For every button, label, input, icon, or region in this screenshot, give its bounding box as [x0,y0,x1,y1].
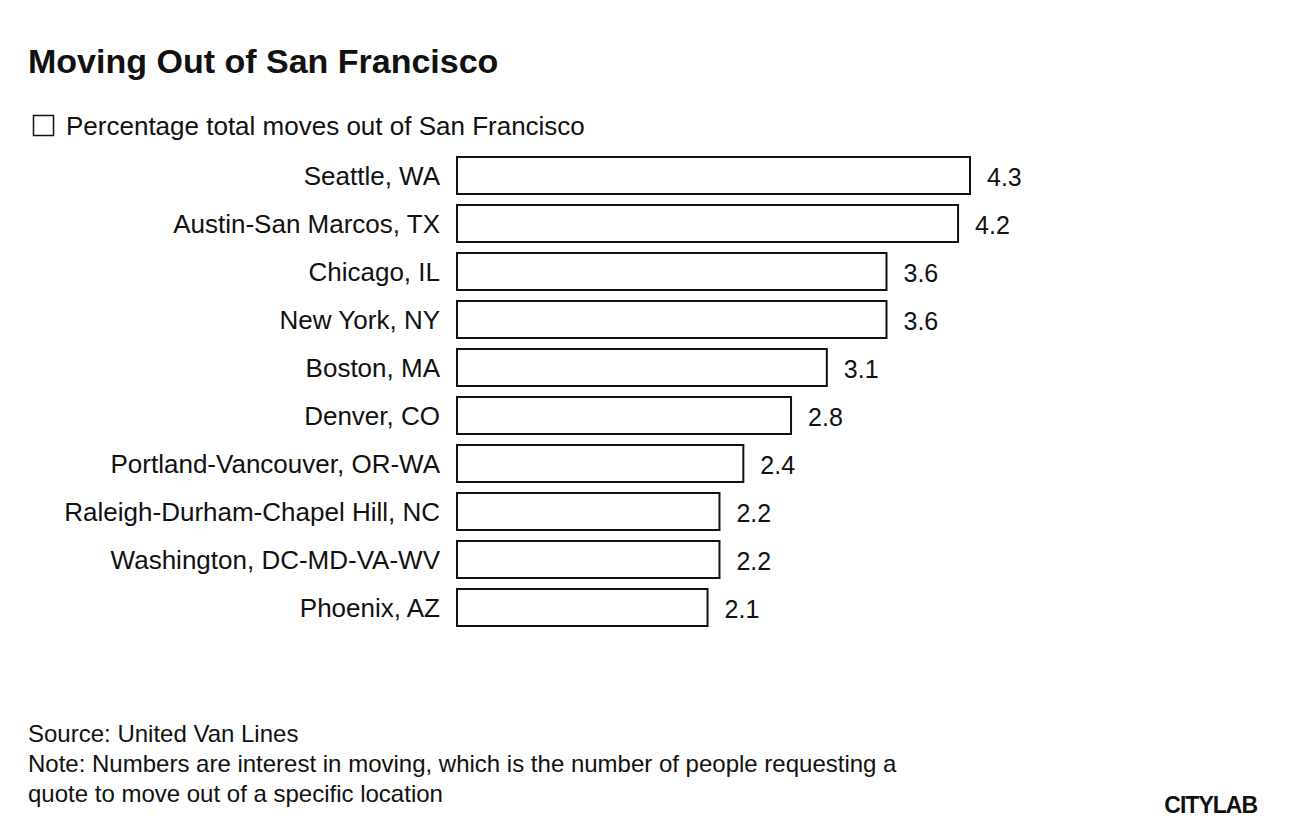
data-label: 4.2 [975,211,1010,239]
chart: Moving Out of San Francisco Percentage to… [0,0,1296,832]
y-axis: Seattle, WA Austin-San Marcos, TX Chicago,… [64,152,440,632]
bar [457,253,886,290]
y-tick: Seattle, WA [304,161,441,191]
bar [457,397,791,434]
legend-label: Percentage total moves out of San Franci… [66,111,585,141]
note: Note: Numbers are interest in moving, wh… [28,750,897,777]
data-label: 3.6 [903,307,938,335]
bar [457,445,743,482]
data-label: 2.8 [808,403,843,431]
title: Moving Out of San Francisco [28,42,498,80]
data-label: 2.1 [725,595,760,623]
y-tick: Portland-Vancouver, OR-WA [111,449,441,479]
y-tick: Boston, MA [306,353,441,383]
bar [457,541,719,578]
y-tick-label: Chicago, IL [308,257,440,287]
y-tick-label: Denver, CO [304,401,440,431]
bar [457,301,886,338]
y-tick-label: Washington, DC-MD-VA-WV [111,545,441,575]
note: quote to move out of a specific location [28,780,443,807]
bar [457,157,970,194]
y-tick-label: Boston, MA [306,353,441,383]
y-tick-label: Raleigh-Durham-Chapel Hill, NC [64,497,440,527]
legend-swatch [34,116,54,136]
y-tick-label: Seattle, WA [304,161,441,191]
data-label: 3.1 [844,355,879,383]
y-tick-label: New York, NY [280,305,440,335]
data-label: 4.3 [987,163,1022,191]
bar [457,349,827,386]
y-tick: Raleigh-Durham-Chapel Hill, NC [64,497,440,527]
data-label: 2.2 [736,547,771,575]
data-label: 2.2 [736,499,771,527]
y-tick-label: Phoenix, AZ [300,593,440,623]
y-axis-line [440,152,441,632]
y-tick: Washington, DC-MD-VA-WV [111,545,441,575]
y-tick: Denver, CO [304,401,440,431]
bar [457,493,719,530]
y-tick: Chicago, IL [308,257,440,287]
data-label: 3.6 [903,259,938,287]
y-tick: Austin-San Marcos, TX [173,209,440,239]
bars [457,157,970,626]
y-tick-label: Austin-San Marcos, TX [173,209,440,239]
bar [457,205,958,242]
bar [457,589,708,626]
y-tick: Phoenix, AZ [300,593,440,623]
y-tick: New York, NY [280,305,440,335]
data-label: 2.4 [760,451,795,479]
source: Source: United Van Lines [28,720,298,747]
data-labels: 4.3 4.2 3.6 3.6 3.12.8 2.4 2.2 2.2 2.1 [725,163,1022,623]
branding: CITYLAB [1164,792,1257,818]
y-tick-label: Portland-Vancouver, OR-WA [111,449,441,479]
